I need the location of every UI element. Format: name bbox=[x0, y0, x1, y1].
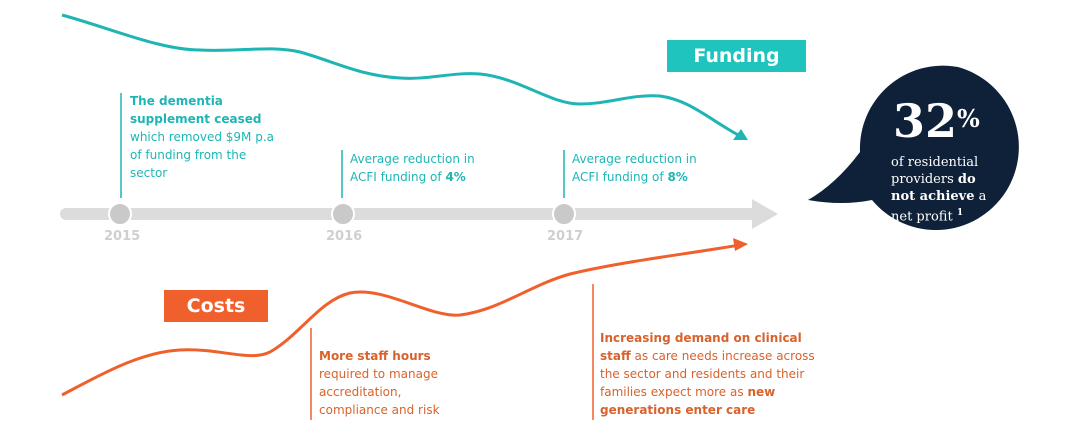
stat-caption: of residential providers do not achieve … bbox=[891, 154, 1001, 225]
funding-note-8pct-text: Average reduction in ACFI funding of bbox=[572, 152, 697, 184]
stat-number: 32 bbox=[893, 94, 958, 148]
timeline-arrowhead bbox=[752, 199, 778, 229]
funding-note-4pct-bold: 4% bbox=[445, 170, 466, 184]
costs-label: Costs bbox=[164, 290, 268, 322]
funding-arrowhead bbox=[733, 129, 748, 140]
cost-note-clinical-demand: Increasing demand on clinical staff as c… bbox=[600, 329, 828, 419]
stat-footnote: 1 bbox=[956, 208, 964, 218]
funding-note-dementia-bold: The dementia supplement ceased bbox=[130, 94, 262, 126]
stat-caption-line4: net profit 1 bbox=[891, 205, 1001, 225]
timeline-marker-2017 bbox=[552, 202, 576, 226]
funding-note-dementia: The dementia supplement ceased which rem… bbox=[130, 92, 280, 182]
stat-speech-bubble bbox=[808, 65, 1019, 230]
funding-note-dementia-text: which removed $9M p.a of funding from th… bbox=[130, 130, 274, 180]
cost-note-staff-hours-bold: More staff hours bbox=[319, 349, 431, 363]
stat-caption-not-achieve: not achieve bbox=[891, 189, 975, 204]
cost-note-staff-hours: More staff hours required to manage accr… bbox=[319, 347, 459, 419]
stat-unit: % bbox=[957, 104, 980, 133]
cost-note-clinical-demand-text: as care needs increase across the sector… bbox=[600, 349, 815, 399]
funding-note-8pct-bold: 8% bbox=[667, 170, 688, 184]
costs-arrowhead bbox=[733, 238, 748, 251]
stat-caption-line2: providers do bbox=[891, 171, 1001, 188]
stat-figure: 32% bbox=[893, 98, 980, 144]
funding-trend-line bbox=[61, 13, 741, 138]
stat-caption-line3: not achieve a bbox=[891, 188, 1001, 205]
year-label-2015: 2015 bbox=[104, 229, 141, 244]
cost-note-staff-hours-text: required to manage accreditation, compli… bbox=[319, 367, 440, 417]
cost-note-clinical-demand-bold2: new generations enter care bbox=[600, 385, 776, 417]
stat-caption-net-profit: net profit bbox=[891, 209, 953, 225]
stat-caption-a: a bbox=[974, 189, 987, 204]
year-label-2017: 2017 bbox=[547, 229, 584, 244]
stat-caption-line1: of residential bbox=[891, 155, 979, 170]
timeline-marker-2015 bbox=[108, 202, 132, 226]
cost-note-clinical-demand-bold: Increasing demand on clinical staff bbox=[600, 331, 802, 363]
year-label-2016: 2016 bbox=[326, 229, 363, 244]
stat-caption-providers: providers bbox=[891, 172, 958, 187]
costs-trend-line bbox=[61, 243, 741, 397]
stat-caption-do: do bbox=[957, 172, 976, 187]
timeline-marker-2016 bbox=[331, 202, 355, 226]
funding-note-8pct: Average reduction in ACFI funding of 8% bbox=[572, 150, 722, 186]
funding-note-4pct: Average reduction in ACFI funding of 4% bbox=[350, 150, 500, 186]
funding-note-4pct-text: Average reduction in ACFI funding of bbox=[350, 152, 475, 184]
funding-label: Funding bbox=[667, 40, 806, 72]
